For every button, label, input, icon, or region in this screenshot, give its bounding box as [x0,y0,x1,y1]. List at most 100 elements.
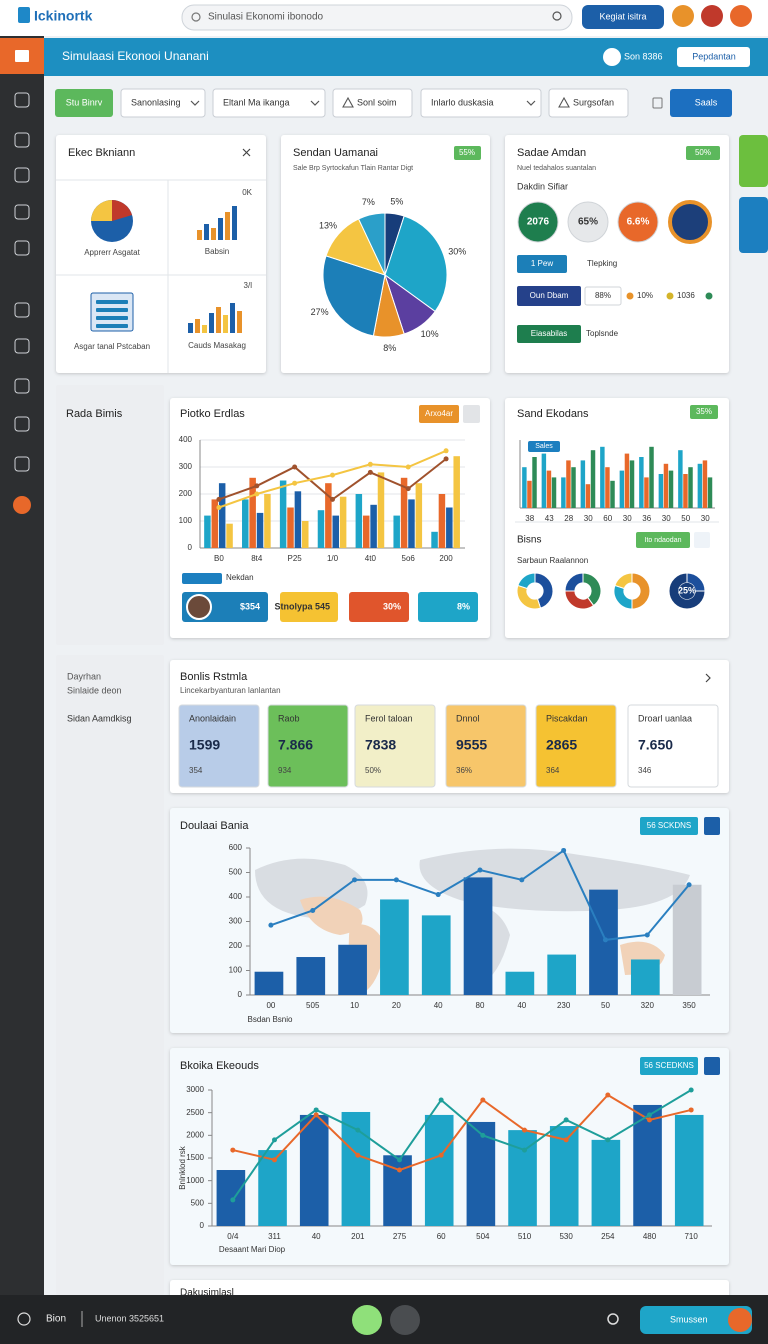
card-button[interactable] [640,817,698,835]
footer-button[interactable] [640,1306,752,1334]
sidebar-icon[interactable] [14,338,30,354]
sidebar-icon[interactable] [14,456,30,472]
banner-button[interactable] [677,47,750,67]
avatar[interactable] [672,5,694,27]
bar [377,472,385,548]
chevron [310,100,320,106]
bar [505,971,535,995]
sidebar-icon[interactable] [14,302,30,318]
sidebar-icon[interactable] [14,204,30,220]
x-tick-label: 350 [682,1001,696,1010]
close-icon[interactable] [242,148,251,157]
dropdown[interactable] [120,88,206,118]
sidebar-icon[interactable] [14,132,30,148]
kpi-value: 7838 [365,737,396,753]
filter-input[interactable] [332,88,413,118]
y-tick-label: 500 [229,868,243,877]
legend-dot [705,292,713,300]
side-tab[interactable] [739,135,768,187]
stat-circle [668,200,712,244]
header-button[interactable] [582,5,664,29]
card-button[interactable] [640,1057,698,1075]
label: Tlepking [587,259,617,268]
button-label: Kegiat isitra [599,11,646,21]
badge-label: 35% [696,407,712,416]
filter-input[interactable] [548,88,629,118]
row-button[interactable] [517,255,567,273]
bar [254,971,284,995]
stat-value: 30% [383,601,401,611]
x-tick-label: 30 [662,514,671,523]
sidebar-icon[interactable] [14,92,30,108]
filter-button[interactable] [55,89,113,117]
sidebar-icon[interactable] [14,378,30,394]
y-tick-label: 1500 [186,1153,204,1162]
card-title: Doulaai Bania [180,820,249,832]
label: Son 8386 [624,51,663,61]
point [405,464,411,470]
sidebar-icon[interactable] [13,496,31,514]
chevron [190,100,200,106]
point [367,461,373,467]
bar [605,467,610,508]
bar [453,456,460,548]
bar [218,483,226,548]
stat-value: 6.6% [627,217,650,228]
sidebar [0,36,44,1295]
slice [614,572,633,590]
icon-button[interactable] [704,1057,720,1075]
bar [463,877,493,995]
search-box[interactable] [181,4,573,31]
data-label: 13% [319,220,337,230]
dropdown[interactable] [420,88,542,118]
kpi-label: Droarl uanlaa [638,713,692,723]
button-label: 56 SCEDKNS [644,1061,694,1070]
icon-button[interactable] [463,405,480,423]
data-label: 5% [390,196,403,206]
row-button[interactable] [517,286,581,306]
point [443,448,449,454]
sidebar-icon[interactable] [14,167,30,183]
stat-value: 2076 [527,217,550,228]
stat-card [418,592,478,622]
dropdown-label: Sanonlasing [131,97,181,107]
icon-button[interactable] [694,532,710,548]
kpi-note: 346 [638,766,652,775]
bar [424,1114,454,1226]
bar [561,477,566,508]
bar [580,460,586,508]
avatar[interactable] [701,5,723,27]
x-tick-label: 1/0 [327,554,339,563]
icon-button[interactable] [704,817,720,835]
chevron[interactable] [705,673,711,683]
footer-button[interactable] [390,1305,420,1335]
bar [296,957,326,995]
footer-button[interactable] [728,1308,752,1332]
x-tick-label: 311 [268,1232,281,1241]
chevron [526,100,536,106]
sidebar-icon[interactable] [14,416,30,432]
action-button[interactable] [670,89,732,117]
side-panel [56,385,164,645]
section-button[interactable] [636,532,690,548]
stat-value: $354 [240,601,260,611]
footer-button[interactable] [352,1305,382,1335]
settings-icon [607,1313,619,1325]
button-label: Arxo4ar [425,409,453,418]
card-button[interactable] [419,405,459,423]
x-tick-label: 40 [312,1232,321,1241]
stat-card [349,592,409,622]
x-tick-label: 80 [476,1001,485,1010]
tile-icon [218,218,223,240]
y-tick-label: 0 [200,1221,205,1230]
bar [264,494,271,548]
donut-hole [574,582,592,600]
dropdown[interactable] [212,88,326,118]
row-button[interactable] [517,325,581,343]
sidebar-icon[interactable] [14,240,30,256]
tile-icon [204,224,209,240]
kpi-tile [267,704,349,788]
side-tab[interactable] [739,197,768,253]
avatar[interactable] [730,5,752,27]
point [292,480,298,486]
